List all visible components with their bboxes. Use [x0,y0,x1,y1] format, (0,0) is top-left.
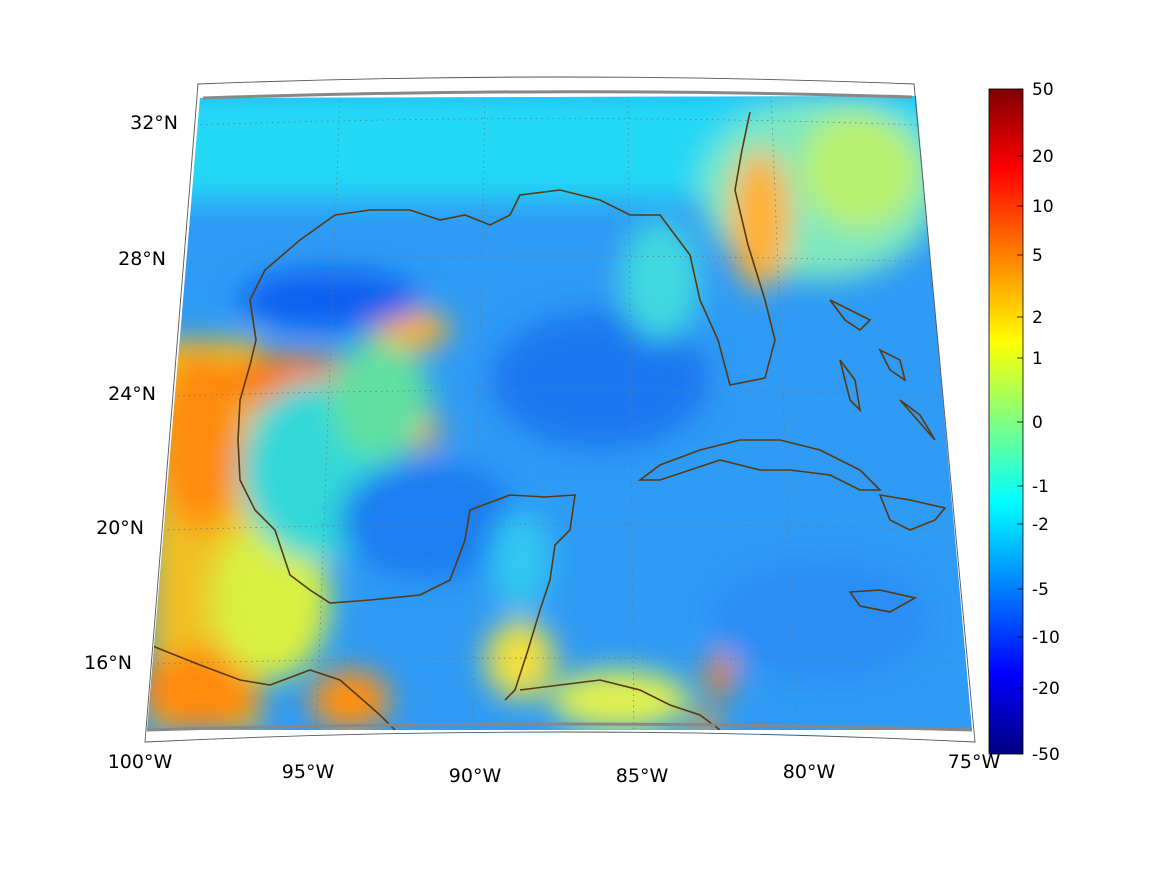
colorbar-label: 5 [1032,246,1043,266]
lon-label-90w: 90°W [449,765,502,787]
colorbar-label: 20 [1032,147,1054,167]
lat-label-20n: 20°N [96,517,144,539]
colorbar-label: 50 [1032,80,1054,100]
graticule [151,96,966,730]
lat-label-16n: 16°N [84,652,132,674]
colorbar-label: -10 [1032,628,1060,648]
colorbar-label: 2 [1032,308,1043,328]
lat-label-28n: 28°N [118,248,166,270]
lon-label-95w: 95°W [282,761,335,783]
lat-tick-labels: 32°N 28°N 24°N 20°N 16°N [84,112,178,674]
lat-label-24n: 24°N [108,383,156,405]
data-field [147,96,972,730]
lon-label-80w: 80°W [783,761,836,783]
colorbar-label: -20 [1032,679,1060,699]
lat-label-32n: 32°N [130,112,178,134]
colorbar-label: -2 [1032,515,1049,535]
colorbar-label: 1 [1032,349,1043,369]
colorbar-label: 0 [1032,413,1043,433]
colorbar-label: -50 [1032,745,1060,765]
colorbar-label: 10 [1032,197,1054,217]
coastlines [149,111,947,730]
colorbar-gradient [988,88,1024,755]
lon-label-100w: 100°W [108,751,173,773]
colorbar-label: -1 [1032,477,1049,497]
lon-label-85w: 85°W [616,765,669,787]
colorbar-label: -5 [1032,580,1049,600]
lon-label-75w: 75°W [948,751,1001,773]
lon-tick-labels: 100°W 95°W 90°W 85°W 80°W 75°W [108,751,1001,787]
map-frame [144,76,976,743]
